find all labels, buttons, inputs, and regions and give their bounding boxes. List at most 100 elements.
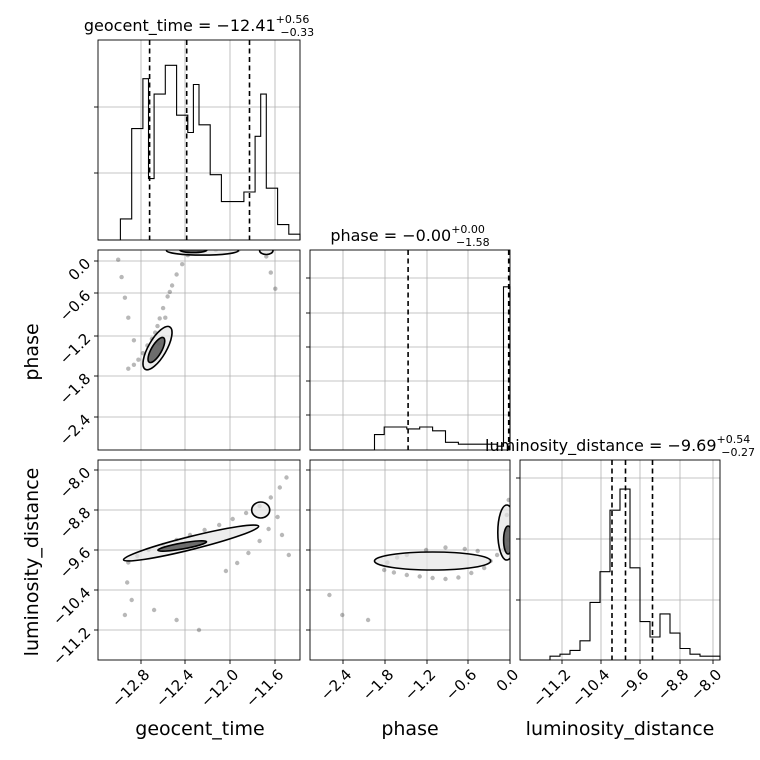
ytick-label: −1.2 [56,330,94,368]
grid-phase-vs-luminosity-distance [310,460,510,660]
sample-point [196,627,202,633]
sample-point [180,262,185,267]
panel-hist-luminosity-distance: −11.2 −10.4 −9.6 −8.8 −8.0 luminosity_di… [485,433,755,740]
ytick-label: −8.8 [56,504,94,542]
title-geocent-time-sub: −0.33 [280,26,314,39]
title-geocent-time-sup: +0.56 [276,13,310,26]
sample-point [174,617,179,623]
sample-point [443,576,448,582]
ylabel-phase: phase [21,323,43,380]
sample-point [286,552,291,558]
contour-inner [147,336,166,364]
sample-point [404,572,409,578]
xtick-label: −10.4 [568,666,613,711]
sample-point [275,514,280,520]
xtick-label: −11.2 [529,666,574,711]
axes-frame [309,249,511,451]
ytick-label: −10.4 [49,584,94,629]
sample-point [246,550,251,556]
sample-point [266,526,271,532]
panel-hist-geocent-time: geocent_time = −12.41+0.56 −0.33 [84,13,314,241]
sample-point [230,516,235,522]
axes-frame [97,459,301,661]
yticks-hist-phase [306,277,310,416]
sample-point [268,495,273,500]
sample-point [243,510,249,516]
axes-frame [97,39,301,241]
quantiles-phase [407,250,510,450]
xlabel-luminosity-distance: luminosity_distance [526,718,715,740]
sample-point [279,532,285,538]
sample-point [157,316,162,321]
sample-point [382,567,387,573]
title-phase: phase = −0.00+0.00 −1.58 [330,223,489,249]
sample-point [136,357,141,362]
grid-hist-geocent-time [98,40,300,240]
sample-point [257,538,262,544]
histogram-phase [310,286,511,451]
axes-frame [97,249,301,451]
xtick-label: −8.8 [654,666,692,704]
sample-point [268,270,273,275]
panel-hist-phase: phase = −0.00+0.00 −1.58 [306,223,511,451]
sample-point [284,475,289,480]
grid-geocent-time-vs-luminosity-distance [98,460,300,660]
quantiles-geocent-time [148,40,251,240]
grid-geocent-time-vs-phase [98,250,300,450]
contour-inner [157,539,208,553]
sample-point [264,254,269,259]
grid-hist-luminosity-distance [520,460,720,660]
xtick-label: −2.4 [317,666,355,704]
contour-outer [258,250,274,256]
sample-point [202,527,207,533]
sample-point [167,289,172,295]
sample-point [277,485,282,490]
xtick-label: −12.0 [197,666,242,711]
sample-point [456,575,461,580]
sample-point [217,522,222,528]
ytick-label: 0.0 [65,255,95,285]
sample-point [126,366,131,371]
panel-geocent-time-vs-phase: 0.0 −0.6 −1.2 −1.8 −2.4 phase [21,249,301,451]
xticks-geocent-time: −12.8 −12.4 −12.0 −11.6 [108,660,287,711]
contours-geocent-time-vs-luminosity-distance [122,501,271,562]
sample-point [423,547,429,553]
xtick-label: −12.4 [152,666,197,711]
xlabel-geocent-time: geocent_time [135,718,264,740]
title-luminosity-distance-sup: +0.54 [717,433,751,446]
xtick-label: −0.6 [442,666,480,704]
histogram-geocent-time [98,64,301,241]
contour-outer [250,501,271,519]
contour-inner [502,525,510,555]
title-geocent-time-label: geocent_time = −12.41 [84,16,276,36]
sample-point [482,565,487,571]
ytick-label: −0.6 [56,287,94,325]
sample-point [122,295,128,300]
sample-point [174,272,179,277]
sample-point [151,607,157,613]
contours-phase-vs-luminosity-distance [373,504,510,571]
sample-point [475,548,480,554]
title-geocent-time: geocent_time = −12.41+0.56 −0.33 [84,13,314,39]
title-phase-label: phase = −0.00 [330,226,451,245]
axes-frame [519,459,721,661]
sample-point [119,274,124,280]
sample-point [430,575,435,581]
title-luminosity-distance: luminosity_distance = −9.69+0.54 −0.27 [485,433,755,459]
sample-point [223,568,229,574]
quantiles-luminosity-distance [611,460,654,660]
yticks-hist-luminosity-distance [516,477,520,601]
ytick-label: −9.6 [56,544,94,582]
title-phase-sub: −1.58 [456,236,490,249]
sample-point [391,570,397,575]
yticks-luminosity-distance: −8.0 −8.8 −9.6 −10.4 −11.2 [49,464,98,669]
title-luminosity-distance-sub: −0.27 [721,446,755,459]
xticks-phase: −2.4 −1.8 −1.2 −0.6 0.0 [317,660,522,704]
yticks-panel-2-1 [306,469,310,631]
title-phase-sup: +0.00 [451,223,485,236]
sample-point [122,612,128,618]
sample-point [327,592,332,598]
xticks-luminosity-distance: −11.2 −10.4 −9.6 −8.8 −8.0 [529,660,725,711]
ytick-label: −8.0 [56,464,94,502]
